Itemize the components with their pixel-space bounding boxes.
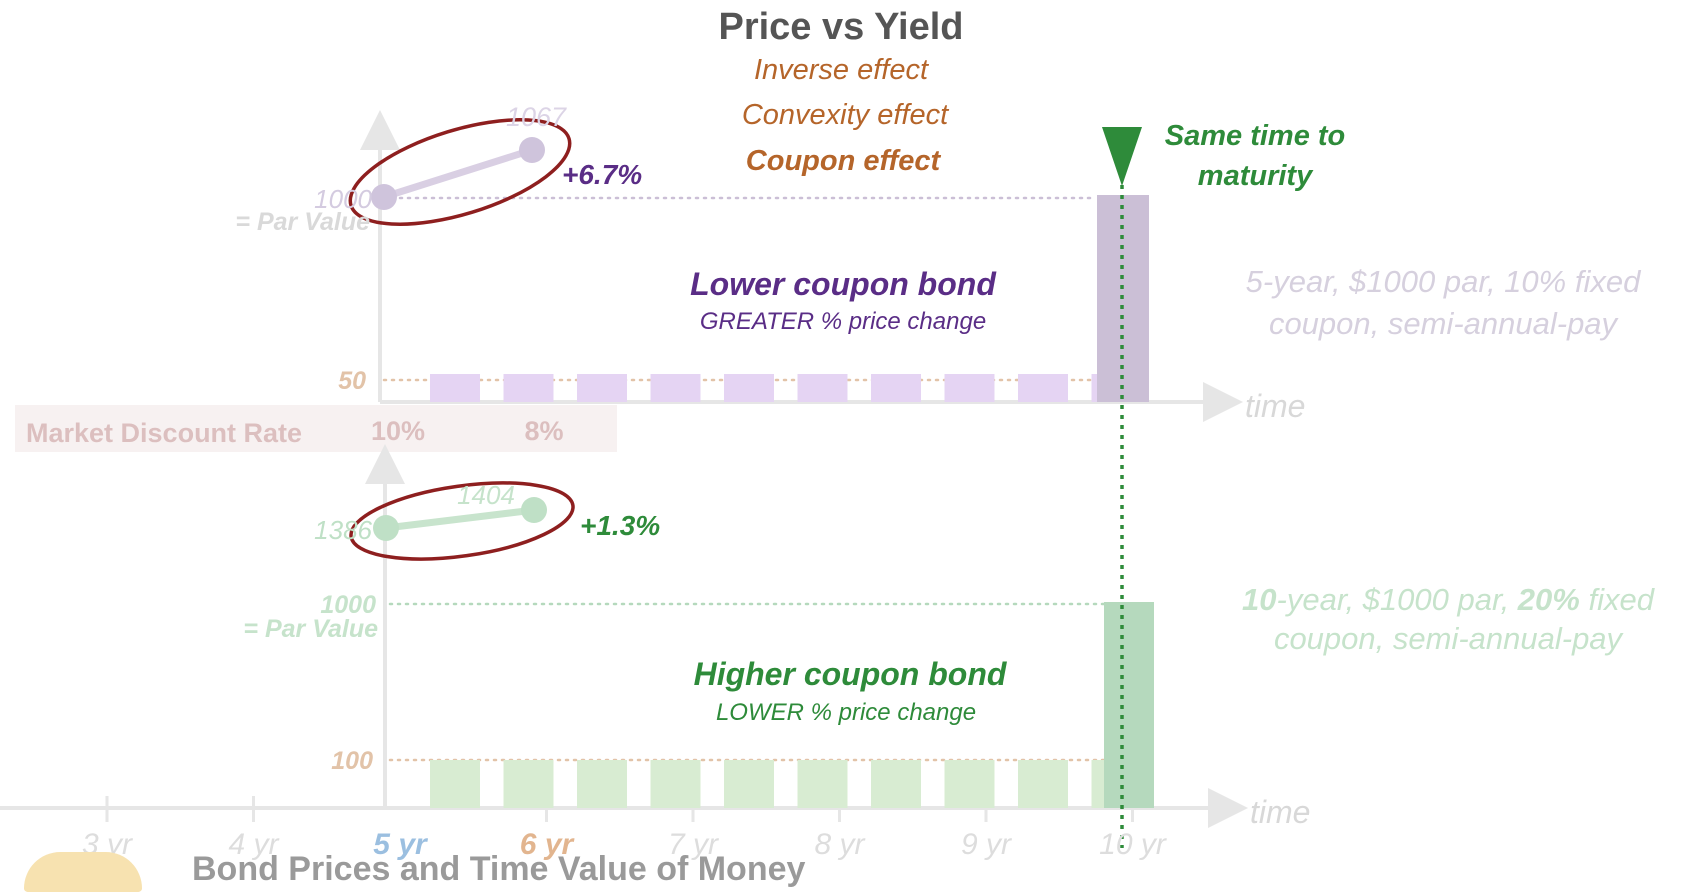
top-coupon-bars [430, 374, 1142, 402]
market-rate-band [15, 405, 617, 452]
top-coupon-bar-2 [503, 374, 554, 402]
bottom-coupon-bar-8 [944, 760, 995, 808]
bottom-coupon-bar-6 [797, 760, 848, 808]
top-price-end-label: 1067 [505, 102, 567, 132]
footer-logo-icon [24, 852, 142, 892]
bottom-par-top-label: 1000 [320, 591, 376, 619]
bottom-par-value-label: = Par Value [243, 615, 378, 643]
year-label-7: 7 yr [667, 828, 719, 861]
market-rate-8: 8% [524, 416, 564, 446]
bottom-price-start-point [373, 515, 399, 541]
top-price-end-point [519, 137, 545, 163]
top-price-line [380, 146, 536, 201]
top-coupon-bar-6 [797, 374, 848, 402]
bottom-bond-title: Higher coupon bond [693, 656, 1007, 692]
bottom-bond-years: 10 [1242, 582, 1277, 617]
top-par-value-label: = Par Value [235, 208, 370, 236]
top-coupon-bar-7 [871, 374, 921, 402]
year-label-10: 10 yr [1099, 828, 1166, 861]
top-coupon-bar-9 [1018, 374, 1068, 402]
bottom-bond-desc-mid: -year, $1000 par, [1276, 582, 1518, 617]
top-change-label: +6.7% [562, 159, 643, 190]
bottom-coupon-value-label: 100 [331, 747, 373, 775]
page-title: Price vs Yield [718, 6, 964, 48]
top-coupon-bar-8 [944, 374, 995, 402]
year-label-9: 9 yr [960, 828, 1012, 861]
bottom-coupon-bar-7 [871, 760, 921, 808]
top-price-start-point [371, 184, 397, 210]
top-coupon-bar-3 [577, 374, 627, 402]
bottom-coupon-bar-4 [650, 760, 701, 808]
top-bond-description-line2: coupon, semi-annual-pay [1268, 306, 1618, 341]
market-rate-label: Market Discount Rate [26, 418, 303, 448]
bottom-coupon-bar-1 [430, 760, 480, 808]
top-coupon-bar-1 [430, 374, 480, 402]
top-highlight-ellipse [348, 118, 572, 226]
market-rate-10: 10% [370, 416, 426, 446]
top-coupon-value-label: 50 [338, 367, 366, 395]
bottom-price-line [382, 506, 538, 532]
bottom-coupon-bars [430, 760, 1142, 808]
bottom-time-label: time [1250, 794, 1311, 830]
bottom-bond-desc-suffix: fixed [1579, 582, 1654, 617]
bottom-price-end-label: 1404 [457, 480, 515, 510]
top-coupon-bar-5 [724, 374, 774, 402]
bottom-highlight-ellipse [349, 481, 575, 561]
top-price-start-label: 1000 [314, 184, 372, 214]
top-bond-title: Lower coupon bond [690, 266, 996, 302]
bottom-bond-coupon-rate: 20% [1517, 582, 1580, 617]
bottom-bond-subtitle: LOWER % price change [715, 699, 977, 726]
year-label-6: 6 yr [519, 828, 574, 861]
maturity-triangle-icon [1102, 127, 1142, 186]
price-vs-yield-slide: Price vs Yield Inverse effect Convexity … [0, 6, 1654, 892]
convexity-effect-label: Convexity effect [741, 99, 949, 131]
bottom-coupon-bar-2 [503, 760, 554, 808]
bottom-price-start-label: 1386 [314, 515, 372, 545]
maturity-label-line1: Same time to [1164, 120, 1346, 152]
bottom-coupon-bar-3 [577, 760, 627, 808]
bottom-bond-description-line2: coupon, semi-annual-pay [1273, 621, 1623, 656]
bottom-price-end-point [521, 497, 547, 523]
year-label-4: 4 yr [228, 828, 279, 861]
top-time-label: time [1245, 388, 1306, 424]
top-bond-subtitle: GREATER % price change [699, 308, 987, 335]
bottom-coupon-bar-5 [724, 760, 774, 808]
year-label-8: 8 yr [814, 828, 865, 861]
year-label-5: 5 yr [373, 828, 427, 861]
top-coupon-bar-4 [650, 374, 701, 402]
top-bond-description-line1: 5-year, $1000 par, 10% fixed [1245, 264, 1641, 299]
bottom-change-label: +1.3% [580, 510, 661, 541]
coupon-effect-label: Coupon effect [745, 145, 941, 177]
inverse-effect-label: Inverse effect [753, 54, 929, 86]
bottom-principal-bar [1104, 602, 1154, 808]
bottom-coupon-bar-9 [1018, 760, 1068, 808]
bottom-bond-description-line1: 10-year, $1000 par, 20% fixed [1242, 584, 1654, 615]
footer-title: Bond Prices and Time Value of Money [192, 850, 806, 888]
maturity-label-line2: maturity [1197, 160, 1313, 192]
bond-diagram [0, 110, 1248, 848]
